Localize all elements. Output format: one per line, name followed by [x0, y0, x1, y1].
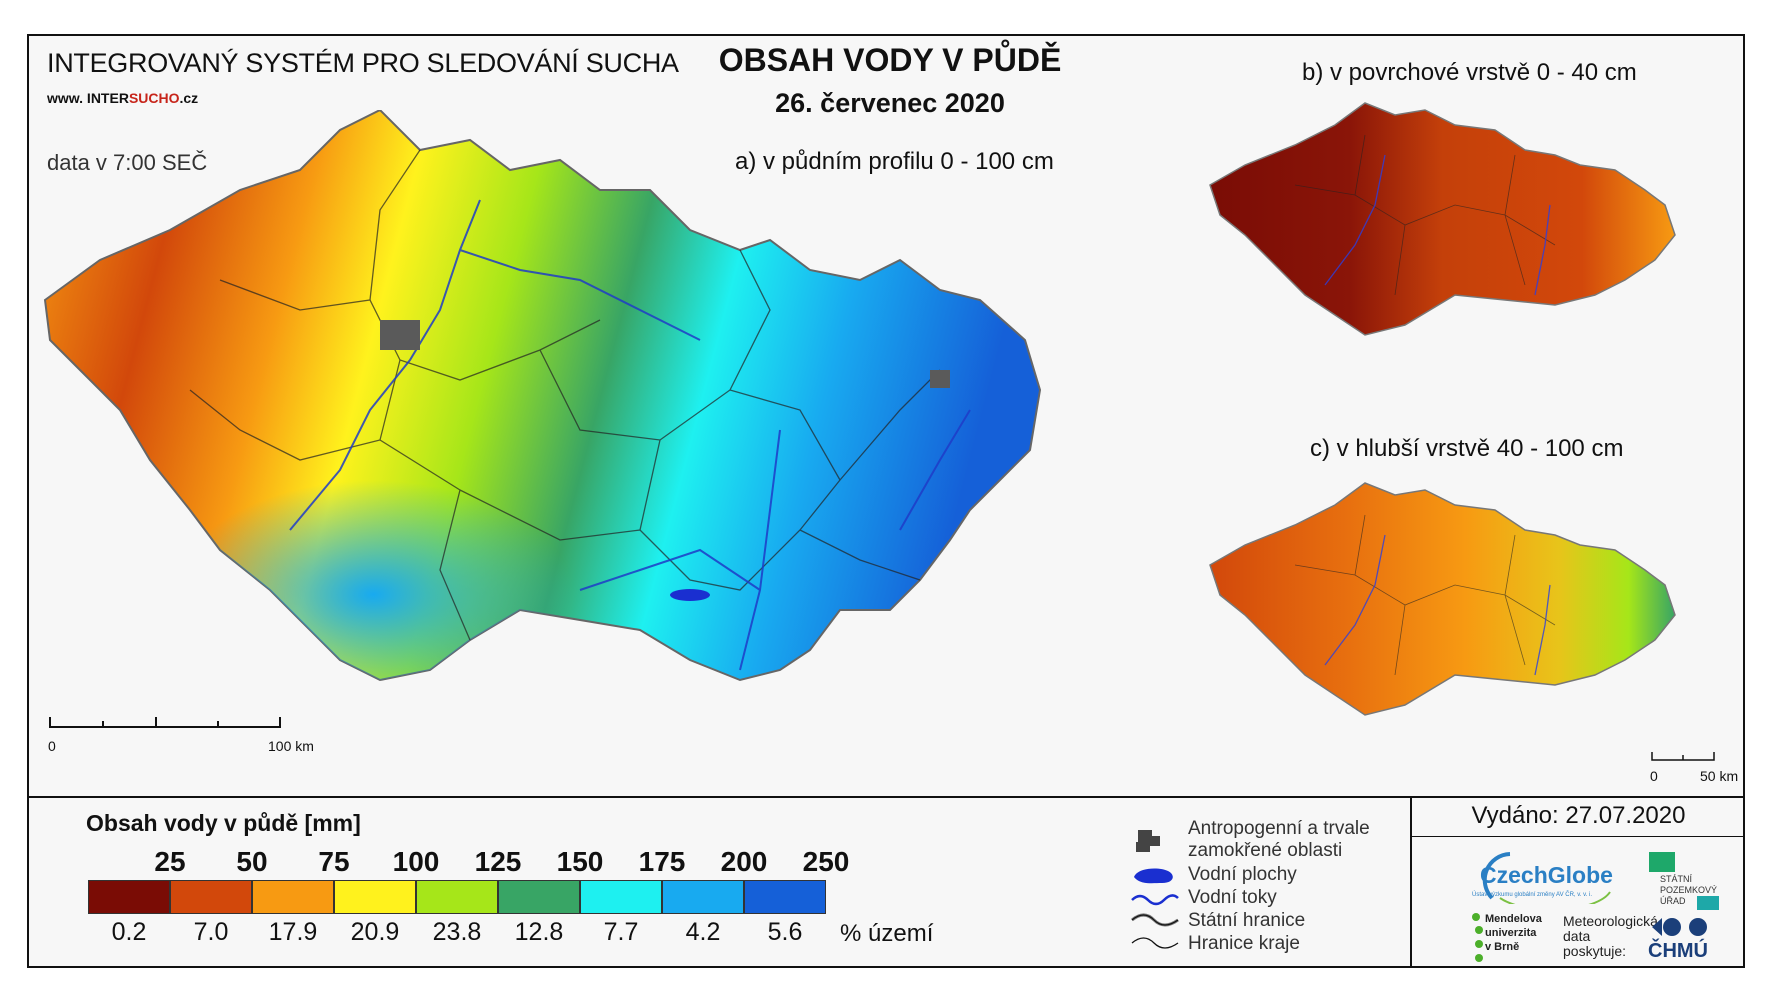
chmu-logo-text: ČHMÚ	[1648, 940, 1708, 962]
legend-percent: 20.9	[350, 918, 400, 946]
legend-threshold: 150	[556, 846, 604, 877]
symbol-region-border-label: Hranice kraje	[1188, 933, 1300, 954]
czechglobe-logo-subtitle: Ústav výzkumu globální změny AV ČR, v. v…	[1472, 892, 1593, 898]
issued-underline	[1412, 836, 1745, 837]
czechglobe-logo-arc	[1482, 852, 1611, 904]
scale-bar-main	[49, 717, 281, 728]
legend-threshold: 175	[638, 846, 686, 877]
water-body-symbol	[1134, 868, 1173, 884]
legend-threshold: 100	[392, 846, 440, 877]
scale-main-end: 100 km	[268, 738, 314, 754]
map-c-label: c) v hlubší vrstvě 40 - 100 cm	[1310, 435, 1624, 462]
map-c	[1209, 482, 1676, 716]
legend-swatch	[88, 880, 170, 914]
main-title: OBSAH VODY V PŮDĚ	[718, 42, 1062, 78]
legend-swatch	[252, 880, 334, 914]
legend-swatch	[662, 880, 744, 914]
legend-threshold: 200	[720, 846, 768, 877]
river-symbol	[1131, 894, 1179, 906]
legend-title: Obsah vody v půdě [mm]	[86, 810, 361, 836]
legend-swatch	[498, 880, 580, 914]
legend-swatch	[744, 880, 826, 914]
legend-threshold: 250	[802, 846, 850, 877]
legend-swatch	[416, 880, 498, 914]
legend-threshold: 50	[236, 846, 268, 877]
legend-swatch	[334, 880, 416, 914]
spu-logo-text: STÁTNÍ POZEMKOVÝ ÚŘAD	[1660, 874, 1718, 906]
symbol-rivers-label: Vodní toky	[1188, 887, 1277, 908]
data-time-label: data v 7:00 SEČ	[47, 150, 208, 175]
symbol-water-bodies-label: Vodní plochy	[1188, 864, 1297, 885]
state-border-symbol	[1131, 913, 1179, 927]
symbol-anthropogenic-label: Antropogenní a trvale	[1188, 818, 1370, 839]
legend-threshold: 25	[154, 846, 186, 877]
czechglobe-logo-text: CzechGlobe	[1480, 862, 1613, 888]
meteo-data-provider-text: Meteorologická data poskytuje:	[1563, 913, 1658, 959]
map-a-label: a) v půdním profilu 0 - 100 cm	[735, 148, 1054, 175]
region-border-symbol	[1131, 937, 1179, 949]
legend-percent: 0.2	[111, 918, 147, 946]
czech-outline-b	[1209, 102, 1676, 336]
system-title: INTEGROVANÝ SYSTÉM PRO SLEDOVÁNÍ SUCHA	[47, 48, 679, 78]
legend-divider	[27, 796, 1745, 798]
water-body-nove-mlyny	[670, 589, 710, 601]
legend-percent: 17.9	[268, 918, 318, 946]
scale-main-start: 0	[48, 738, 56, 754]
legend-threshold: 75	[318, 846, 350, 877]
symbol-anthropogenic-label-2: zamokřené oblasti	[1188, 840, 1343, 861]
legend-percent: 7.0	[193, 918, 229, 946]
legend-percent: 5.6	[767, 918, 803, 946]
map-b-label: b) v povrchové vrstvě 0 - 40 cm	[1302, 59, 1637, 86]
legend-percent: 12.8	[514, 918, 564, 946]
map-a	[43, 110, 1042, 682]
scale-small-start: 0	[1650, 768, 1658, 784]
chmu-logo-mark	[1652, 918, 1707, 936]
legend-percent: 7.7	[603, 918, 639, 946]
legend-swatch	[170, 880, 252, 914]
website-link[interactable]: www. INTERSUCHO.cz	[47, 90, 199, 106]
mendelu-logo-text: Mendelova univerzita v Brně	[1485, 913, 1542, 953]
ostrava-urban-area	[930, 370, 950, 388]
symbol-state-border-label: Státní hranice	[1188, 910, 1306, 931]
czech-outline-c	[1209, 482, 1676, 716]
rivers-main	[289, 199, 971, 671]
prague-urban-area	[380, 320, 420, 350]
region-borders-main	[189, 149, 941, 641]
map-b	[1209, 102, 1676, 336]
legend-percent: 23.8	[432, 918, 482, 946]
legend-swatch	[580, 880, 662, 914]
spu-logo-mark	[1649, 852, 1719, 910]
map-date: 26. červenec 2020	[775, 88, 1005, 118]
legend-unit: % území	[840, 920, 934, 947]
issued-date: Vydáno: 27.07.2020	[1471, 802, 1686, 829]
anthropogenic-symbol	[1136, 830, 1160, 852]
legend-threshold: 125	[474, 846, 522, 877]
footer-divider	[1410, 796, 1412, 968]
mendelu-logo-dots	[1472, 913, 1483, 962]
legend-percent: 4.2	[685, 918, 721, 946]
scale-bar-small	[1651, 752, 1715, 761]
scale-small-end: 50 km	[1700, 768, 1739, 784]
